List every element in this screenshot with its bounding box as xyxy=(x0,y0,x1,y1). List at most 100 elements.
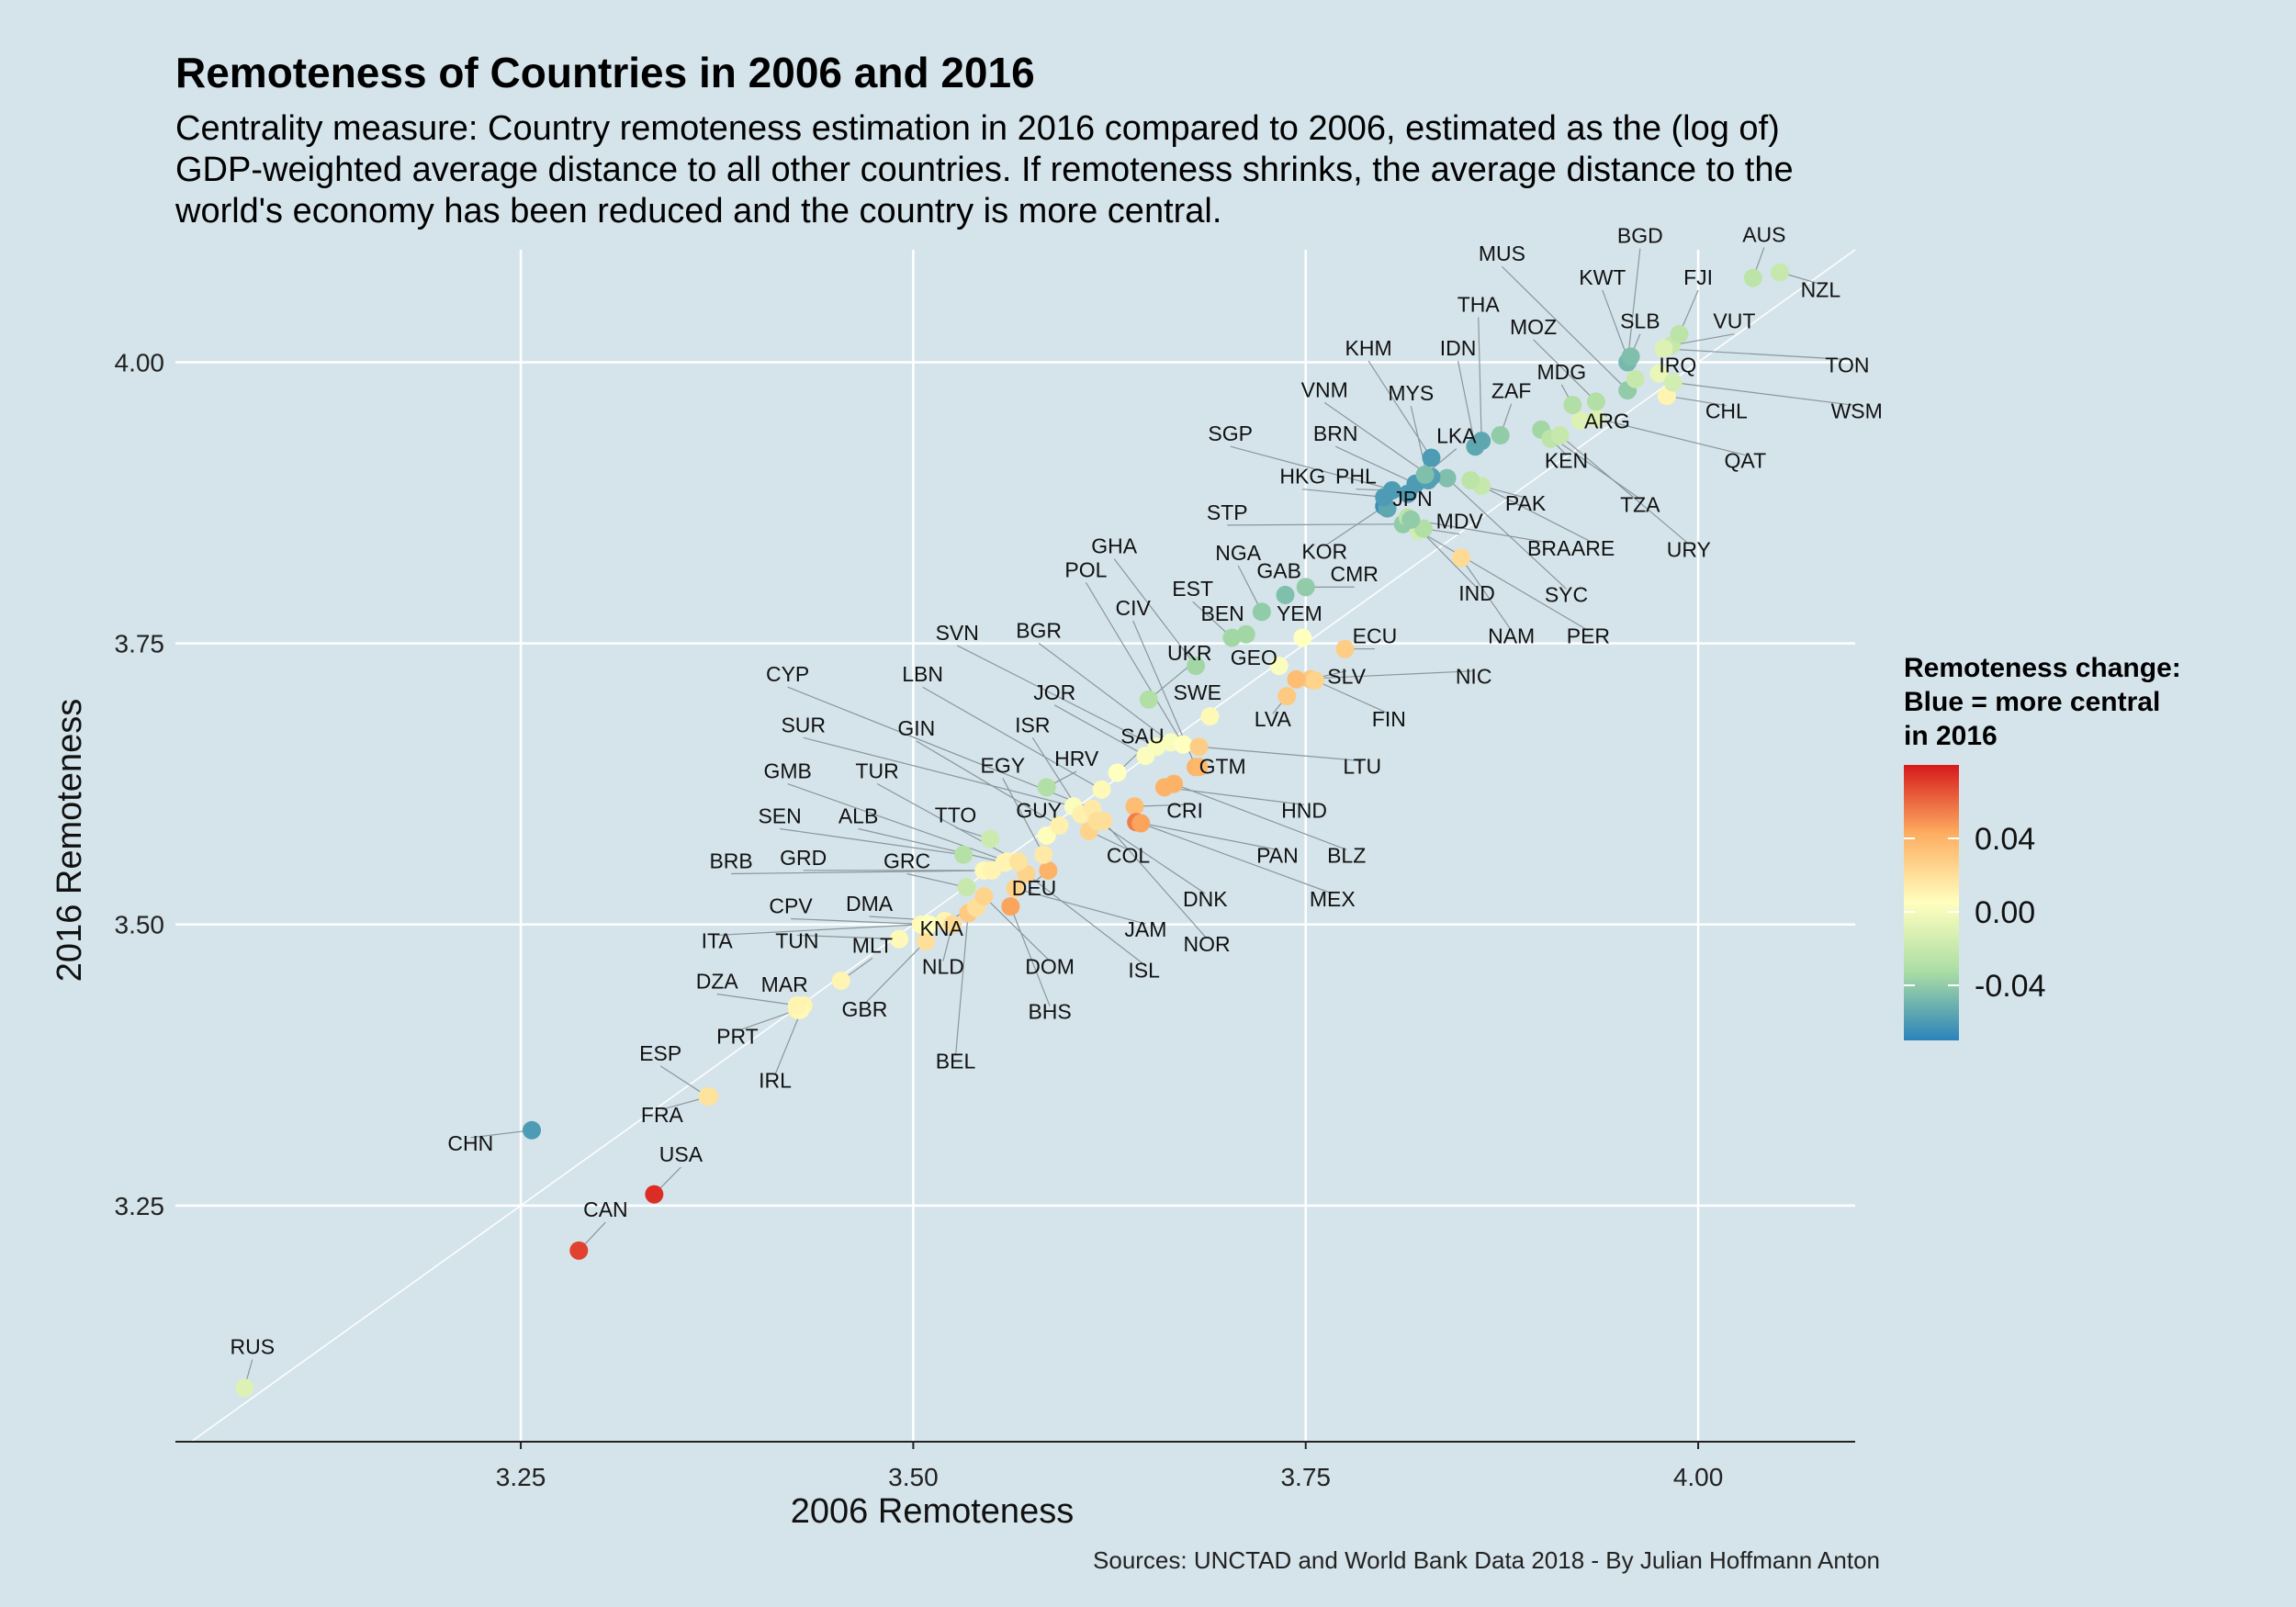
label-qat: QAT xyxy=(1725,449,1767,473)
label-fji: FJI xyxy=(1683,265,1713,289)
label-rus: RUS xyxy=(230,1334,275,1358)
label-gbr: GBR xyxy=(841,997,887,1021)
point-grc xyxy=(957,878,976,897)
chart-subtitle-line-2: GDP-weighted average distance to all oth… xyxy=(175,151,1794,189)
label-wsm: WSM xyxy=(1831,399,1883,423)
label-pak: PAK xyxy=(1505,491,1547,515)
point-cpv xyxy=(919,915,939,934)
label-gmb: GMB xyxy=(763,759,811,783)
point-nld xyxy=(943,915,962,934)
label-geo: GEO xyxy=(1231,646,1277,669)
chart-subtitle-line-1: Centrality measure: Country remoteness e… xyxy=(175,109,1780,148)
point-arg xyxy=(1570,411,1590,431)
point-pol xyxy=(1174,735,1193,754)
label-ben: BEN xyxy=(1200,601,1244,625)
point-dza xyxy=(787,995,806,1015)
label-hkg: HKG xyxy=(1279,465,1325,489)
label-blz: BLZ xyxy=(1327,843,1366,867)
legend-ticks: 0.04 0.00 -0.04 xyxy=(1904,822,2046,1004)
point-fji xyxy=(1670,324,1689,343)
point-esp xyxy=(698,1087,717,1107)
point-dom xyxy=(974,887,994,906)
point-gha xyxy=(1187,657,1206,676)
label-fra: FRA xyxy=(641,1103,684,1127)
y-axis-title: 2016 Remoteness xyxy=(51,699,89,982)
leader-qat xyxy=(1595,418,1746,456)
label-irl: IRL xyxy=(759,1068,792,1092)
label-kna: KNA xyxy=(920,916,964,940)
point-swe xyxy=(1200,707,1220,726)
leader-vnm xyxy=(1323,401,1432,478)
point-nga xyxy=(1252,602,1271,622)
label-gin: GIN xyxy=(897,716,935,740)
leader-mus xyxy=(1501,265,1628,391)
legend-tick-label-0.04: 0.04 xyxy=(1975,822,2035,857)
label-alb: ALB xyxy=(838,804,878,828)
leader-isl xyxy=(1026,873,1145,965)
leader-chn xyxy=(470,1129,533,1139)
leader-chl xyxy=(1666,395,1727,407)
label-jam: JAM xyxy=(1124,917,1166,941)
label-aus: AUS xyxy=(1742,222,1785,246)
label-nga: NGA xyxy=(1215,541,1262,565)
point-fin xyxy=(1305,670,1324,690)
label-prt: PRT xyxy=(716,1025,759,1049)
point-gin xyxy=(1050,815,1069,835)
label-are: ARE xyxy=(1571,536,1615,560)
label-bel: BEL xyxy=(936,1049,976,1073)
label-ury: URY xyxy=(1667,537,1711,561)
leader-esp xyxy=(659,1065,708,1097)
leader-nic xyxy=(1296,670,1474,680)
leader-dnk xyxy=(1097,820,1206,894)
leader-idn xyxy=(1457,360,1476,447)
point-cmr xyxy=(1296,578,1315,597)
point-est xyxy=(1222,628,1242,647)
point-deu xyxy=(1039,860,1058,880)
label-deu: DEU xyxy=(1012,876,1057,900)
leader-are xyxy=(1469,479,1593,544)
point-nzl xyxy=(1770,263,1789,282)
y-tick-label-3.75: 3.75 xyxy=(115,630,165,658)
leader-nam xyxy=(1460,557,1513,631)
label-chn: CHN xyxy=(447,1131,493,1155)
label-guy: GUY xyxy=(1016,798,1062,822)
point-ben xyxy=(1236,624,1255,644)
point-kwt xyxy=(1626,369,1645,388)
leader-svn xyxy=(956,645,1157,747)
label-fin: FIN xyxy=(1372,707,1406,731)
point-tun xyxy=(890,929,909,949)
point-phl xyxy=(1382,481,1401,500)
label-egy: EGY xyxy=(981,753,1026,777)
label-hnd: HND xyxy=(1281,798,1327,822)
point-gbr xyxy=(917,932,936,951)
leader-hkg xyxy=(1302,489,1385,498)
label-yem: YEM xyxy=(1277,601,1322,625)
label-sau: SAU xyxy=(1120,725,1164,748)
point-syc xyxy=(1437,468,1457,488)
color-legend: Remoteness change: Blue = more central i… xyxy=(1904,653,2181,1040)
point-tto xyxy=(981,829,1000,848)
label-bhs: BHS xyxy=(1028,1000,1071,1024)
gridlines xyxy=(175,250,1855,1442)
leader-mex xyxy=(1141,822,1333,894)
point-sen xyxy=(954,845,974,864)
legend-color-bar xyxy=(1904,765,1959,1040)
point-ltu xyxy=(1189,737,1209,757)
label-nam: NAM xyxy=(1488,624,1535,648)
label-kwt: KWT xyxy=(1579,265,1626,289)
leader-fin xyxy=(1314,680,1390,714)
label-dom: DOM xyxy=(1025,955,1075,979)
label-nld: NLD xyxy=(922,955,964,979)
leader-pan xyxy=(1136,821,1278,850)
label-slv: SLV xyxy=(1327,665,1366,689)
leader-ton xyxy=(1663,348,1848,361)
point-hrv xyxy=(1037,778,1056,797)
leader-alb xyxy=(858,827,1005,863)
leader-brb xyxy=(731,870,992,875)
label-svn: SVN xyxy=(936,621,979,645)
label-grd: GRD xyxy=(780,846,827,870)
source-note: Sources: UNCTAD and World Bank Data 2018… xyxy=(1093,1546,1880,1574)
leader-ita xyxy=(716,924,921,937)
label-cmr: CMR xyxy=(1331,562,1379,586)
leader-bel xyxy=(954,913,969,1056)
